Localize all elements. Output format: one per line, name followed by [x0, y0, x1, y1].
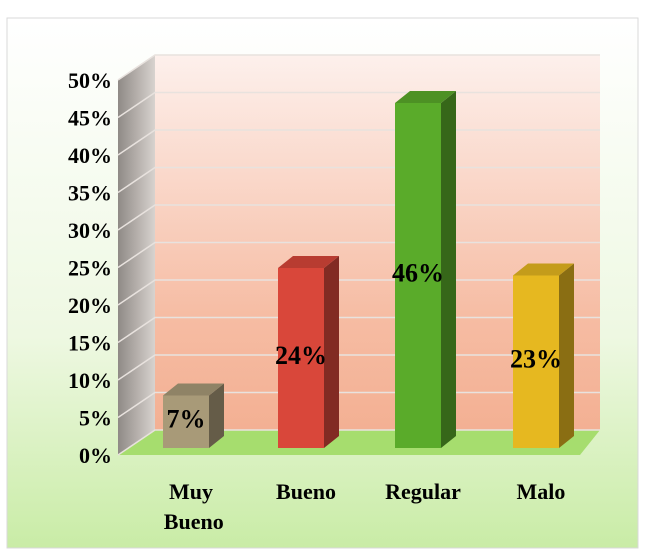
y-tick-label: 35%	[68, 181, 112, 206]
y-tick-label: 30%	[68, 218, 112, 243]
bar	[513, 275, 559, 448]
x-tick-label: Bueno	[276, 479, 336, 504]
y-tick-label: 45%	[68, 106, 112, 131]
y-tick-label: 15%	[68, 331, 112, 356]
y-tick-label: 20%	[68, 293, 112, 318]
y-tick-label: 25%	[68, 256, 112, 281]
x-tick-label: Regular	[385, 479, 461, 504]
y-tick-label: 40%	[68, 143, 112, 168]
bar-side	[209, 383, 224, 448]
y-tick-label: 5%	[79, 406, 112, 431]
bar	[395, 103, 441, 448]
x-tick-label: Malo	[517, 479, 566, 504]
bar-side	[324, 256, 339, 448]
value-label: 7%	[167, 405, 206, 434]
y-tick-label: 10%	[68, 368, 112, 393]
value-label: 46%	[392, 258, 444, 287]
bar	[278, 268, 324, 448]
bar-side	[559, 263, 574, 448]
y-tick-label: 50%	[68, 68, 112, 93]
bar-top	[513, 263, 574, 276]
bar-top	[278, 256, 339, 268]
grid-line	[117, 54, 600, 81]
bar-side	[441, 91, 456, 448]
y-tick-label: 0%	[79, 443, 112, 468]
x-tick-label: Muy Bueno	[158, 479, 223, 534]
floor	[118, 430, 600, 455]
bar-top	[163, 383, 224, 396]
value-label: 24%	[275, 341, 327, 370]
value-label: 23%	[510, 345, 562, 374]
bar	[163, 395, 209, 448]
bar-top	[395, 91, 456, 103]
